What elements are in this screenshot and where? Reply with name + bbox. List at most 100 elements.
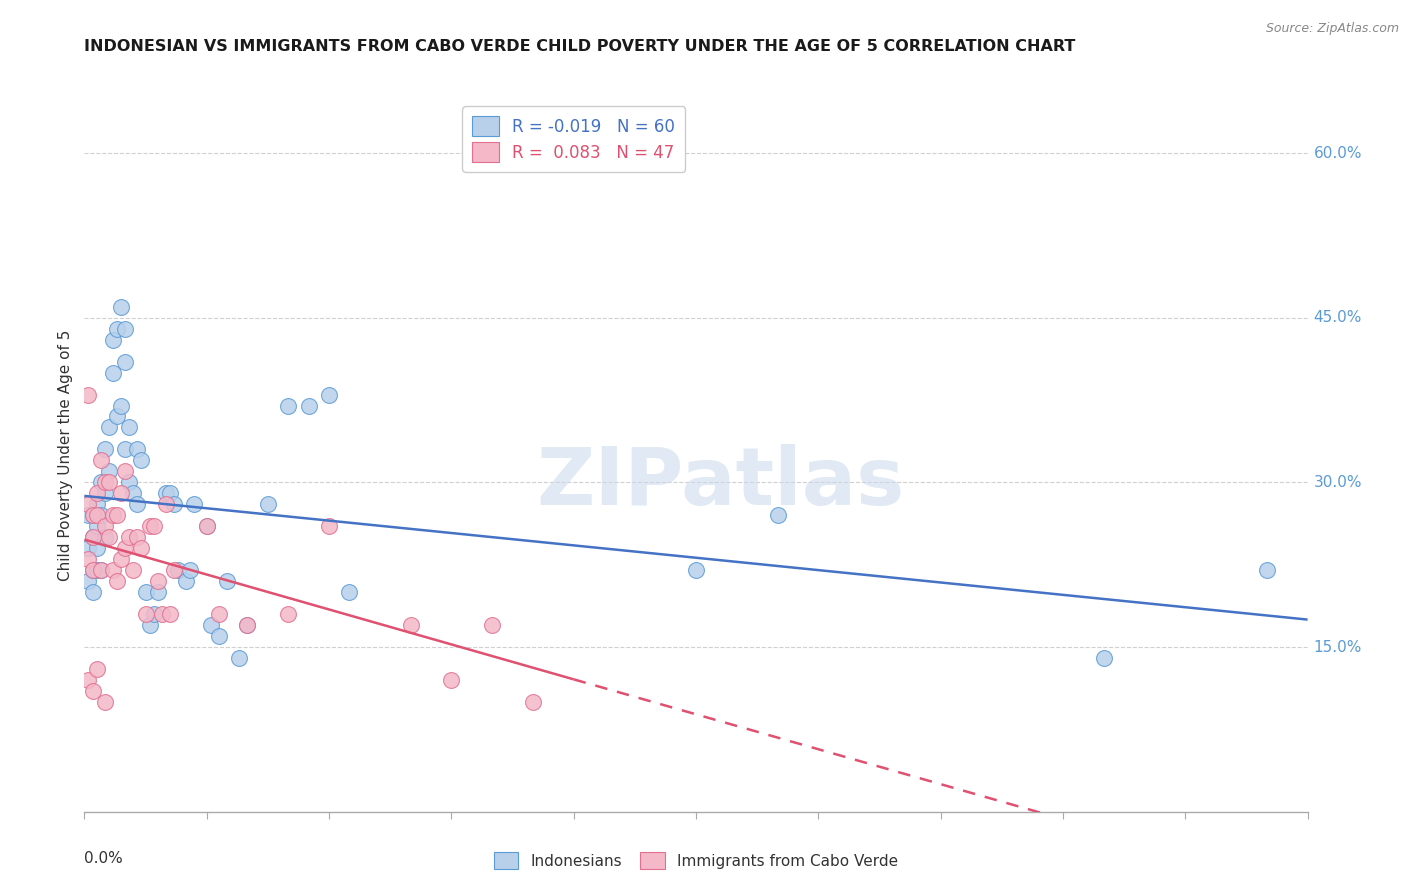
Point	[93, 442, 115, 457]
Point	[82, 585, 104, 599]
Point	[318, 387, 340, 401]
Point	[93, 486, 115, 500]
Text: Source: ZipAtlas.com: Source: ZipAtlas.com	[1265, 22, 1399, 36]
Point	[236, 618, 259, 632]
Text: ZIPatlas: ZIPatlas	[536, 444, 904, 523]
Point	[77, 508, 100, 523]
Point	[146, 574, 169, 589]
Text: 45.0%: 45.0%	[1313, 310, 1362, 326]
Point	[82, 563, 104, 577]
Point	[766, 508, 789, 523]
Point	[90, 563, 112, 577]
Point	[159, 607, 181, 621]
Point	[155, 497, 177, 511]
Point	[131, 541, 153, 556]
Point	[135, 585, 157, 599]
Point	[114, 541, 136, 556]
Y-axis label: Child Poverty Under the Age of 5: Child Poverty Under the Age of 5	[58, 329, 73, 581]
Point	[138, 618, 160, 632]
Point	[86, 662, 108, 676]
Point	[150, 607, 173, 621]
Point	[105, 508, 128, 523]
Point	[90, 563, 112, 577]
Point	[179, 563, 201, 577]
Point	[86, 508, 108, 523]
Point	[86, 563, 108, 577]
Point	[142, 519, 165, 533]
Point	[97, 420, 120, 434]
Point	[77, 497, 100, 511]
Point	[481, 618, 503, 632]
Point	[228, 651, 250, 665]
Point	[685, 563, 707, 577]
Point	[298, 399, 321, 413]
Point	[77, 552, 100, 566]
Point	[93, 475, 115, 490]
Point	[110, 486, 132, 500]
Point	[399, 618, 422, 632]
Point	[200, 618, 222, 632]
Text: 15.0%: 15.0%	[1313, 640, 1362, 655]
Point	[86, 519, 108, 533]
Point	[93, 695, 115, 709]
Point	[131, 453, 153, 467]
Point	[97, 475, 120, 490]
Point	[93, 530, 115, 544]
Point	[101, 563, 124, 577]
Point	[127, 530, 149, 544]
Point	[82, 508, 104, 523]
Point	[90, 508, 112, 523]
Point	[105, 574, 128, 589]
Point	[77, 387, 100, 401]
Point	[127, 442, 149, 457]
Point	[208, 607, 231, 621]
Point	[77, 574, 100, 589]
Point	[110, 399, 132, 413]
Point	[174, 574, 197, 589]
Point	[146, 585, 169, 599]
Point	[114, 354, 136, 368]
Point	[82, 508, 104, 523]
Point	[183, 497, 205, 511]
Point	[167, 563, 190, 577]
Point	[195, 519, 218, 533]
Point	[318, 519, 340, 533]
Point	[159, 486, 181, 500]
Point	[93, 519, 115, 533]
Point	[86, 497, 108, 511]
Point	[114, 442, 136, 457]
Point	[114, 321, 136, 335]
Point	[101, 366, 124, 380]
Point	[118, 530, 141, 544]
Point	[339, 585, 360, 599]
Point	[118, 420, 141, 434]
Point	[114, 464, 136, 478]
Point	[208, 629, 231, 643]
Point	[277, 399, 299, 413]
Text: 60.0%: 60.0%	[1313, 145, 1362, 161]
Point	[105, 409, 128, 424]
Point	[101, 333, 124, 347]
Text: 30.0%: 30.0%	[1313, 475, 1362, 490]
Point	[236, 618, 259, 632]
Point	[163, 497, 186, 511]
Point	[90, 453, 112, 467]
Point	[105, 321, 128, 335]
Point	[97, 530, 120, 544]
Point	[110, 552, 132, 566]
Point	[195, 519, 218, 533]
Point	[138, 519, 160, 533]
Point	[1256, 563, 1278, 577]
Point	[101, 508, 124, 523]
Point	[142, 607, 165, 621]
Point	[82, 684, 104, 698]
Point	[110, 300, 132, 314]
Text: 0.0%: 0.0%	[84, 851, 124, 866]
Point	[257, 497, 280, 511]
Point	[122, 486, 145, 500]
Point	[1092, 651, 1115, 665]
Point	[82, 530, 104, 544]
Point	[82, 563, 104, 577]
Legend: Indonesians, Immigrants from Cabo Verde: Indonesians, Immigrants from Cabo Verde	[488, 846, 904, 875]
Point	[97, 464, 120, 478]
